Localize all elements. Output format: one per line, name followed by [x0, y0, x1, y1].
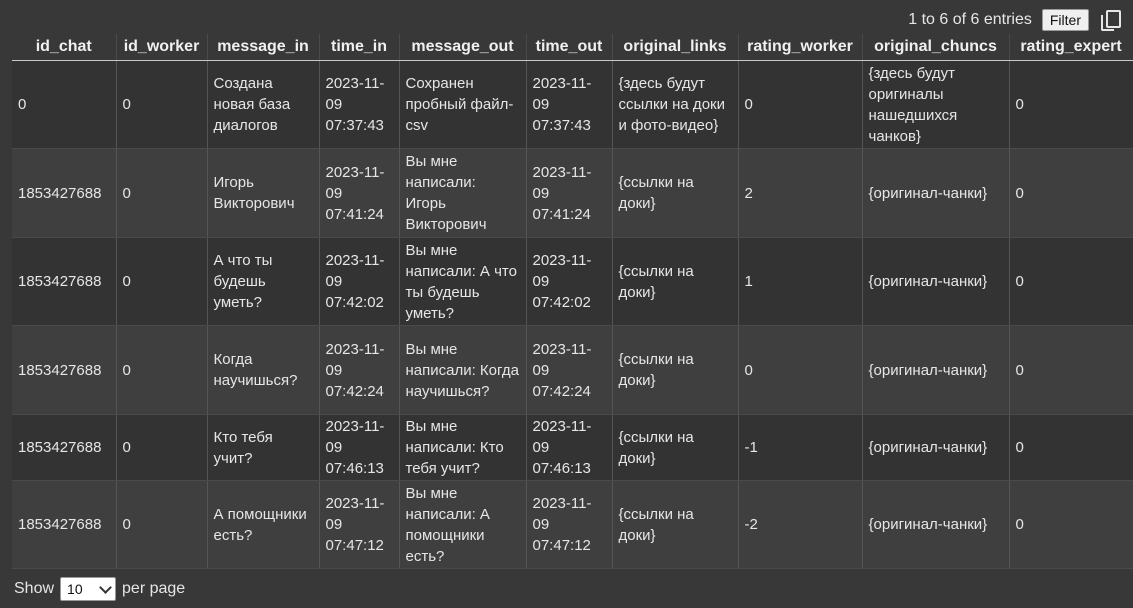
cell-id-chat: 0: [12, 60, 117, 149]
cell-original-chuncs: {оригинал-чанки}: [862, 414, 1010, 481]
cell-rating-worker: -2: [738, 480, 863, 569]
table-row: 0 0 Создана новая база диалогов 2023-11-…: [12, 60, 1133, 149]
cell-time-in: 2023-11-09 07:41:24: [319, 148, 400, 238]
cell-message-out: Сохранен пробный файл-csv: [399, 60, 527, 149]
cell-message-out: Вы мне написали: А что ты будешь уметь?: [399, 237, 527, 326]
cell-id-chat: 1853427688: [12, 237, 117, 326]
cell-id-worker: 0: [116, 60, 208, 149]
column-header-message-in[interactable]: message_in: [207, 34, 320, 61]
cell-id-chat: 1853427688: [12, 480, 117, 569]
cell-message-out: Вы мне написали: А помощники есть?: [399, 480, 527, 569]
cell-rating-expert: 0: [1009, 325, 1133, 415]
cell-time-in: 2023-11-09 07:47:12: [319, 480, 400, 569]
cell-rating-expert: 0: [1009, 148, 1133, 238]
cell-message-in: Игорь Викторович: [207, 148, 320, 238]
cell-message-in: Создана новая база диалогов: [207, 60, 320, 149]
cell-message-in: А помощники есть?: [207, 480, 320, 569]
cell-rating-worker: 1: [738, 237, 863, 326]
column-header-id-worker[interactable]: id_worker: [116, 34, 208, 61]
entries-info: 1 to 6 of 6 entries: [908, 11, 1032, 28]
page-size-value: 10: [67, 581, 83, 597]
cell-rating-worker: -1: [738, 414, 863, 481]
column-header-id-chat[interactable]: id_chat: [12, 34, 117, 61]
table-row: 1853427688 0 Кто тебя учит? 2023-11-09 0…: [12, 414, 1133, 481]
cell-message-in: Кто тебя учит?: [207, 414, 320, 481]
cell-id-worker: 0: [116, 480, 208, 569]
column-header-rating-worker[interactable]: rating_worker: [738, 34, 863, 61]
cell-id-worker: 0: [116, 237, 208, 326]
data-table: id_chat id_worker message_in time_in mes…: [12, 34, 1133, 569]
cell-time-out: 2023-11-09 07:42:02: [526, 237, 613, 326]
cell-rating-expert: 0: [1009, 237, 1133, 326]
column-header-time-in[interactable]: time_in: [319, 34, 400, 61]
chevron-down-icon: [99, 581, 112, 594]
cell-rating-expert: 0: [1009, 480, 1133, 569]
table-row: 1853427688 0 Когда научишься? 2023-11-09…: [12, 325, 1133, 415]
cell-original-links: {ссылки на доки}: [612, 148, 739, 238]
copy-icon[interactable]: [1101, 10, 1121, 31]
cell-time-in: 2023-11-09 07:42:24: [319, 325, 400, 415]
cell-original-chuncs: {оригинал-чанки}: [862, 148, 1010, 238]
header-row: id_chat id_worker message_in time_in mes…: [12, 34, 1133, 61]
cell-id-worker: 0: [116, 148, 208, 238]
page-size-select[interactable]: 10: [60, 577, 117, 601]
cell-rating-worker: 0: [738, 60, 863, 149]
cell-time-in: 2023-11-09 07:37:43: [319, 60, 400, 149]
cell-original-links: {ссылки на доки}: [612, 325, 739, 415]
cell-time-out: 2023-11-09 07:46:13: [526, 414, 613, 481]
cell-rating-worker: 0: [738, 325, 863, 415]
show-label: Show: [14, 580, 55, 597]
cell-id-chat: 1853427688: [12, 325, 117, 415]
cell-rating-worker: 2: [738, 148, 863, 238]
table-toolbar: 1 to 6 of 6 entries Filter: [908, 6, 1121, 34]
table-row: 1853427688 0 А что ты будешь уметь? 2023…: [12, 237, 1133, 326]
column-header-time-out[interactable]: time_out: [526, 34, 613, 61]
pagination-footer: Show 10 per page: [14, 576, 185, 602]
column-header-original-chuncs[interactable]: original_chuncs: [862, 34, 1010, 61]
cell-message-in: Когда научишься?: [207, 325, 320, 415]
column-header-message-out[interactable]: message_out: [399, 34, 527, 61]
table-row: 1853427688 0 А помощники есть? 2023-11-0…: [12, 480, 1133, 569]
cell-id-worker: 0: [116, 414, 208, 481]
cell-time-out: 2023-11-09 07:37:43: [526, 60, 613, 149]
cell-original-links: {ссылки на доки}: [612, 237, 739, 326]
cell-time-in: 2023-11-09 07:46:13: [319, 414, 400, 481]
cell-original-chuncs: {оригинал-чанки}: [862, 325, 1010, 415]
cell-time-in: 2023-11-09 07:42:02: [319, 237, 400, 326]
column-header-rating-expert[interactable]: rating_expert: [1009, 34, 1133, 61]
cell-rating-expert: 0: [1009, 60, 1133, 149]
cell-id-worker: 0: [116, 325, 208, 415]
cell-original-links: {здесь будут ссылки на доки и фото-видео…: [612, 60, 739, 149]
cell-original-chuncs: {оригинал-чанки}: [862, 480, 1010, 569]
cell-id-chat: 1853427688: [12, 148, 117, 238]
column-header-original-links[interactable]: original_links: [612, 34, 739, 61]
per-page-label: per page: [122, 580, 186, 597]
data-table-container: id_chat id_worker message_in time_in mes…: [12, 34, 1133, 572]
cell-original-links: {ссылки на доки}: [612, 414, 739, 481]
cell-message-out: Вы мне написали: Когда научишься?: [399, 325, 527, 415]
cell-original-links: {ссылки на доки}: [612, 480, 739, 569]
cell-time-out: 2023-11-09 07:42:24: [526, 325, 613, 415]
table-row: 1853427688 0 Игорь Викторович 2023-11-09…: [12, 148, 1133, 238]
cell-original-chuncs: {здесь будут оригиналы нашедшихся чанков…: [862, 60, 1010, 149]
cell-message-in: А что ты будешь уметь?: [207, 237, 320, 326]
cell-id-chat: 1853427688: [12, 414, 117, 481]
cell-original-chuncs: {оригинал-чанки}: [862, 237, 1010, 326]
cell-rating-expert: 0: [1009, 414, 1133, 481]
cell-time-out: 2023-11-09 07:47:12: [526, 480, 613, 569]
cell-time-out: 2023-11-09 07:41:24: [526, 148, 613, 238]
filter-button[interactable]: Filter: [1041, 9, 1089, 31]
cell-message-out: Вы мне написали: Игорь Викторович: [399, 148, 527, 238]
cell-message-out: Вы мне написали: Кто тебя учит?: [399, 414, 527, 481]
